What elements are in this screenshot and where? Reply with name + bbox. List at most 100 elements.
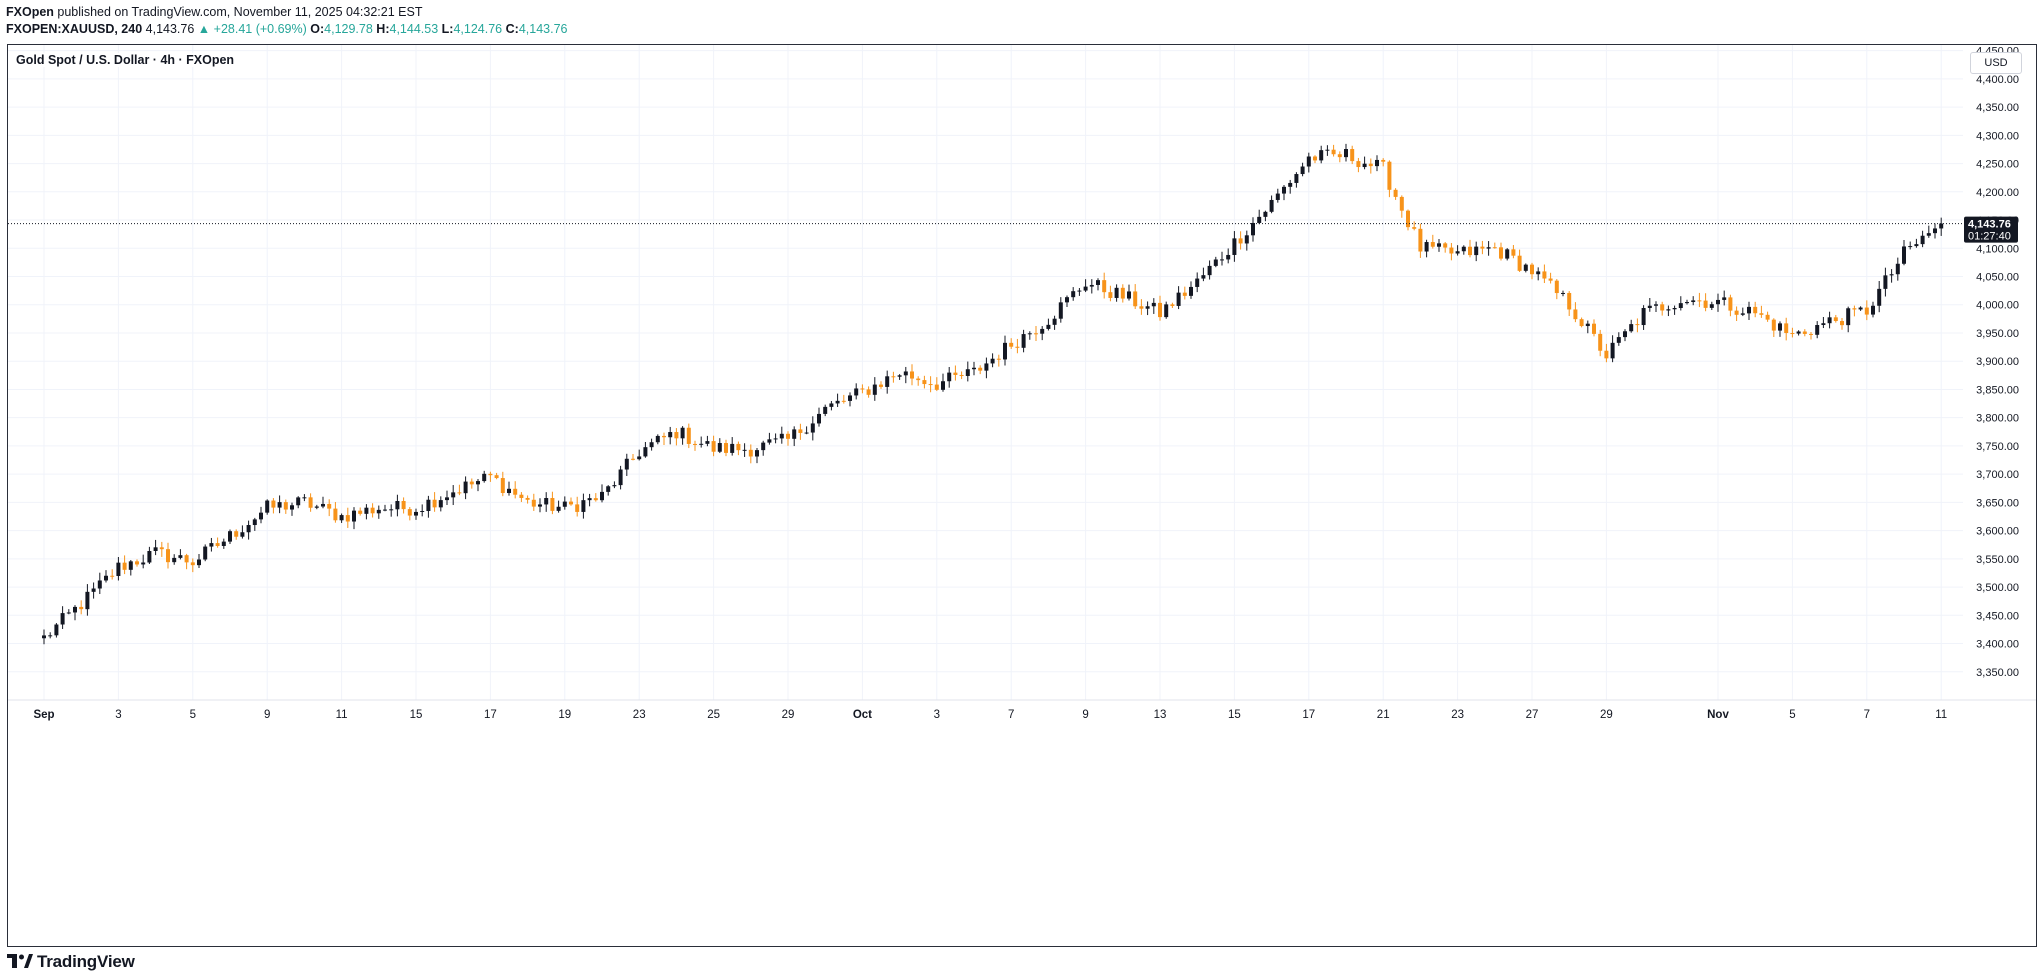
candle-body [569,501,573,505]
time-axis[interactable]: Sep 3 5 9 11 15 17 19 23 25 29 Oct 3 7 9 13 15 17 21 23 27 29… [8,699,2036,721]
candle-body [593,498,598,501]
candle-body [792,429,797,439]
close-label: C: [505,22,519,36]
candle-body [618,469,623,486]
candle-body [612,485,617,487]
y-tick-label: 3,500.00 [1976,582,2019,594]
candle-body [773,438,778,440]
candle-body [1282,186,1286,194]
currency-button[interactable]: USD [1970,52,2022,74]
candle-body [897,375,902,377]
y-tick-label: 3,900.00 [1976,356,2019,368]
candle-body [1350,149,1355,162]
x-tick-label: 27 [1526,709,1539,721]
candle-body [662,435,666,438]
candle-body [209,543,214,547]
candle-body [469,481,474,485]
candle-body [1189,286,1193,296]
x-tick-label: 19 [558,709,571,721]
candle-body [389,509,394,511]
candle-body [221,541,226,546]
x-tick-label: 17 [1302,709,1315,721]
candle-body [779,433,784,439]
candle-body [259,512,263,520]
candle-body [166,549,170,563]
candle-body [432,499,437,508]
candle-body [308,497,313,508]
candle-body [482,473,487,482]
candle-body [370,507,375,514]
candle-body [277,502,282,508]
candle-body [1034,333,1038,335]
candle-body [401,500,406,510]
candle-body [1375,159,1379,167]
candle-body [302,497,307,499]
candle-body [1461,246,1466,252]
candle-body [587,498,592,501]
candle-body [1920,235,1925,245]
candle-body [1455,251,1460,254]
candle-body [1833,317,1838,322]
candle-body [984,363,989,371]
candle-body [1257,216,1262,223]
x-tick-label: Sep [33,709,54,721]
candle-body [1102,280,1107,293]
x-tick-label: 9 [1082,709,1088,721]
candle-body [1610,342,1615,359]
candlestick-chart[interactable]: 3,350.00 3,400.00 3,450.00 3,500.00 3,550.00… [8,45,2036,946]
price-axis[interactable]: 3,350.00 3,400.00 3,450.00 3,500.00 3,550.00… [1976,46,2019,679]
candle-body [1040,328,1045,334]
candle-body [1499,247,1503,259]
candle-body [234,531,239,537]
candle-body [1009,342,1014,347]
candle-body [1492,247,1497,249]
candle-body [1381,159,1386,162]
candle-body [1418,228,1423,252]
candle-body [1678,303,1683,309]
candle-body [1480,246,1485,249]
candle-body [1120,287,1125,299]
candle-body [1251,222,1255,236]
x-tick-label: 7 [1008,709,1014,721]
candle-body [1468,246,1472,256]
candle-body [333,508,338,521]
candle-body [321,503,325,507]
candle-body [804,432,809,434]
candle-body [1691,300,1696,303]
candle-body [693,443,697,445]
candle-body [1486,247,1491,249]
candle-body [538,504,542,507]
candle-body [1790,333,1795,335]
y-tick-label: 4,100.00 [1976,243,2019,255]
candle-body [1399,196,1404,211]
x-tick-label: 17 [484,709,497,721]
candle-body [1883,275,1888,289]
candle-body [1926,233,1931,236]
candle-body [879,384,883,387]
candle-body [1753,306,1758,314]
y-tick-label: 3,550.00 [1976,554,2019,566]
candle-body [1027,333,1032,335]
candle-body [1536,271,1541,275]
candle-body [1207,265,1212,276]
chart-title: Gold Spot / U.S. Dollar · 4h · FXOpen [14,53,237,67]
candle-body [922,380,927,385]
candle-body [290,505,294,510]
chart-frame[interactable]: 3,350.00 3,400.00 3,450.00 3,500.00 3,550.00… [7,44,2037,947]
candle-body [327,503,332,509]
candle-body [866,389,871,395]
candle-body [736,443,741,451]
candle-body [1151,302,1156,307]
x-tick-label: 15 [410,709,423,721]
candle-body [1220,259,1224,261]
y-tick-label: 3,400.00 [1976,639,2019,651]
candle-body [1331,149,1336,155]
y-tick-label: 3,950.00 [1976,328,2019,340]
candle-body [513,488,518,495]
candle-body [1133,291,1138,307]
candle-body [717,443,722,452]
candle-body [42,635,46,639]
footer-brand[interactable]: TradingView [7,950,135,974]
candle-body [1325,149,1330,151]
tradingview-logo-icon [7,954,33,968]
